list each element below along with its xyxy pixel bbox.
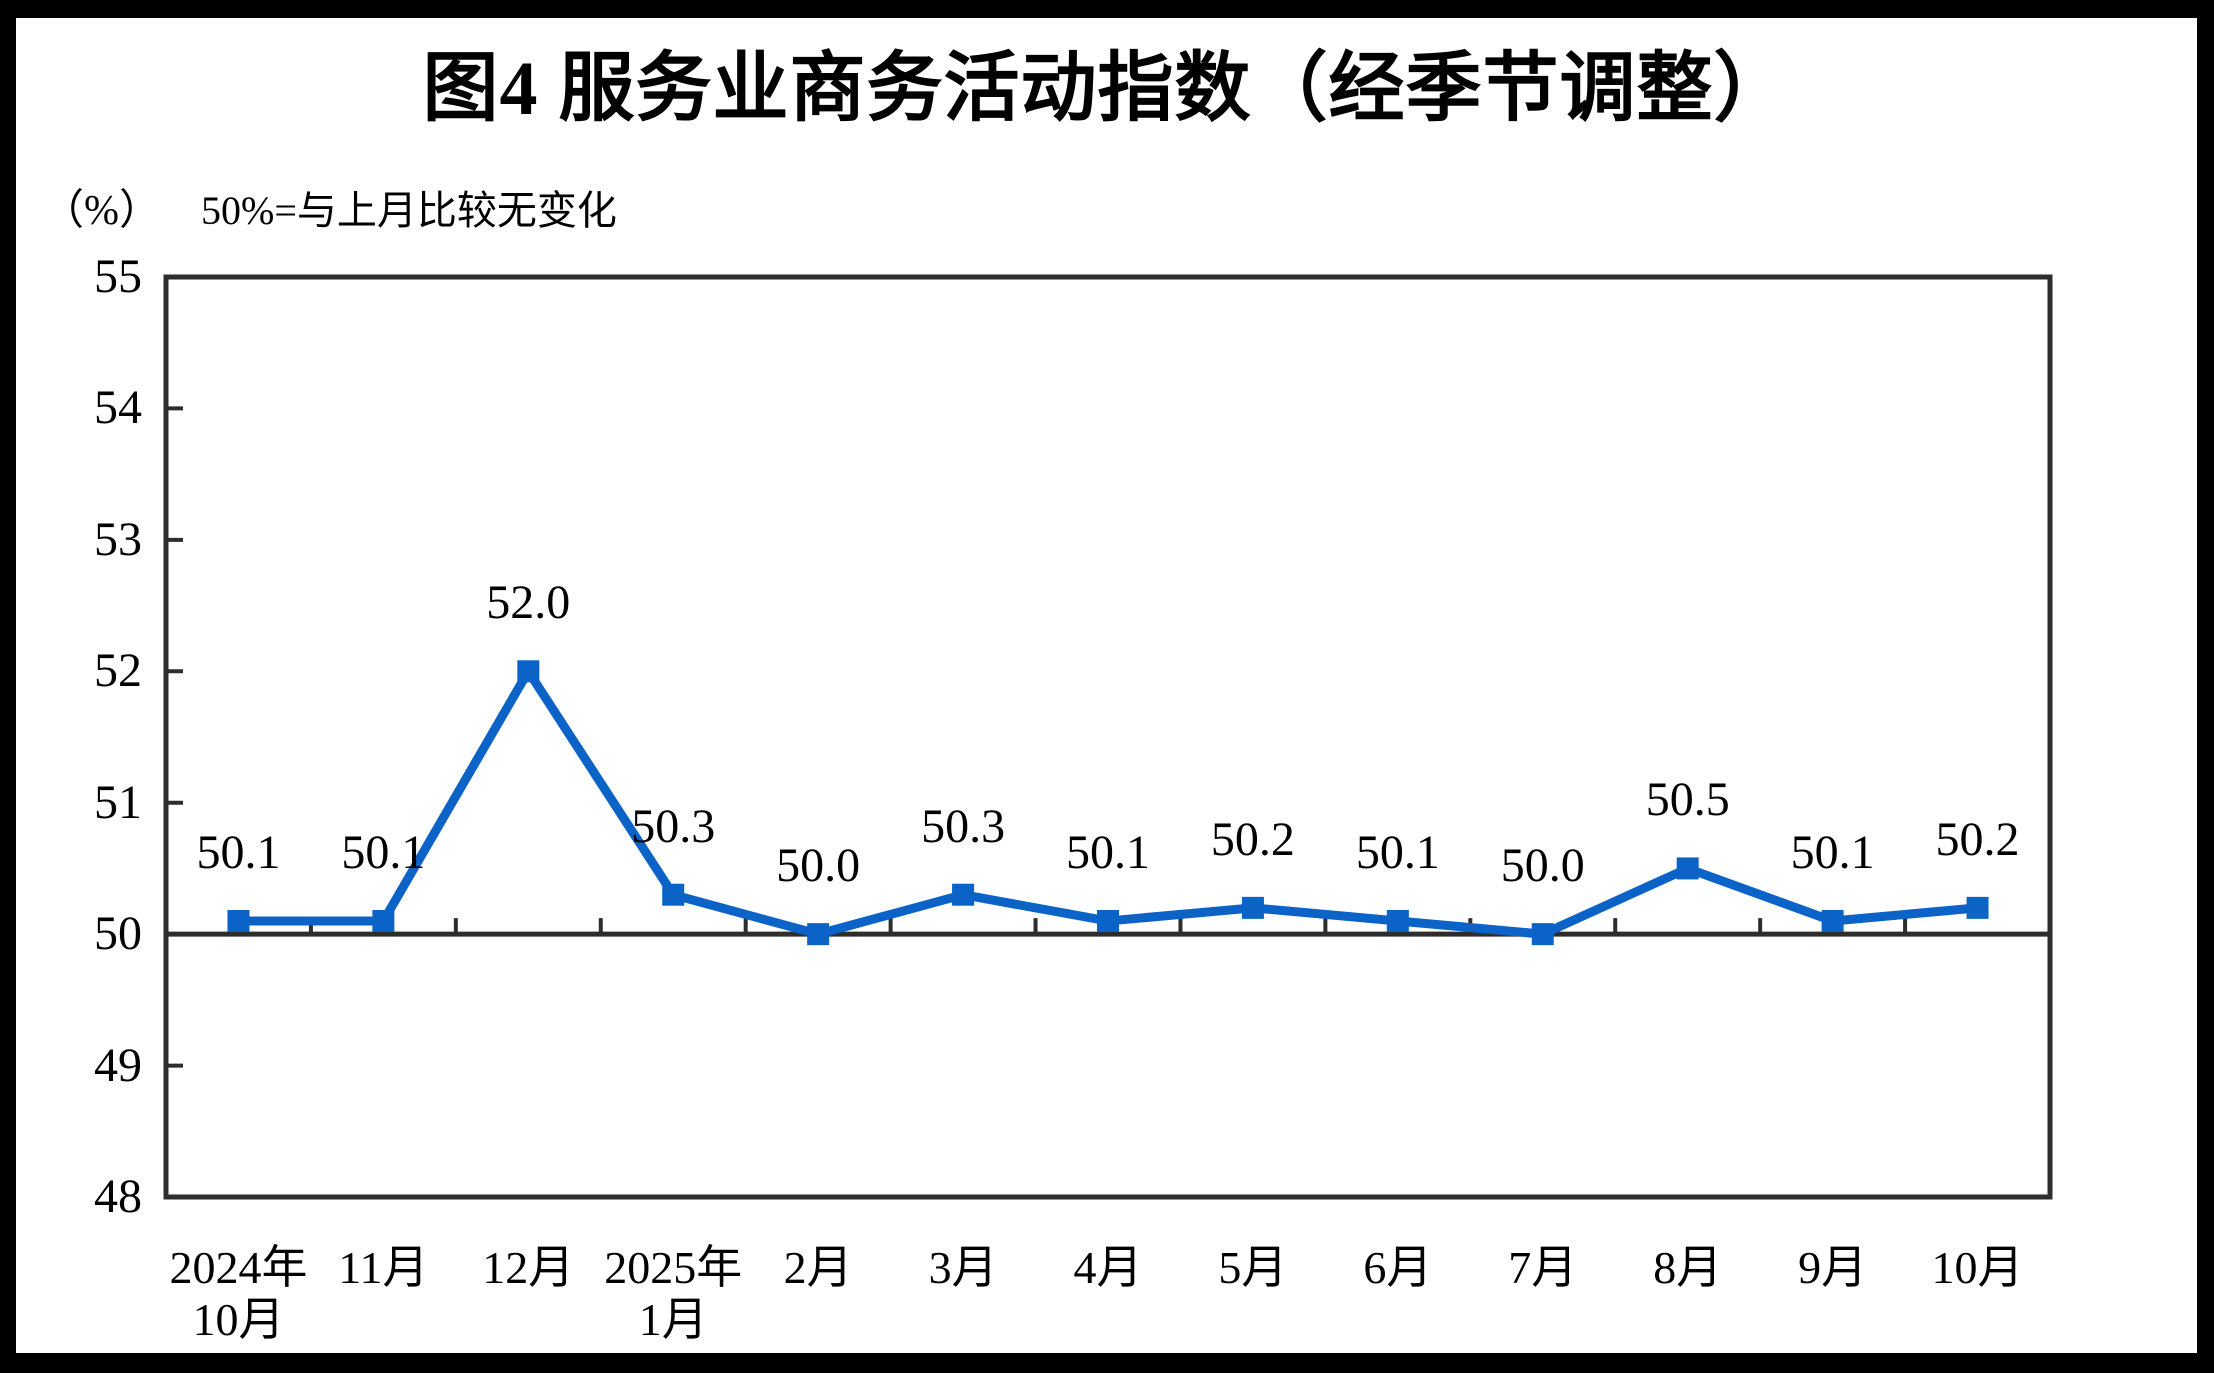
series-marker	[1097, 910, 1119, 932]
data-point-value-label: 50.3	[921, 799, 1006, 853]
y-axis-unit-label: （%）	[42, 188, 161, 234]
x-axis-category-label: 4月	[1073, 1242, 1143, 1293]
x-axis-category-label: 2024年 10月	[169, 1242, 308, 1345]
reference-note-label: 50%=与上月比较无变化	[201, 188, 617, 233]
x-axis-category-label: 12月	[482, 1242, 575, 1293]
y-axis-tick-label: 48	[94, 1170, 142, 1223]
y-axis-tick-label: 54	[94, 381, 142, 435]
series-marker	[1966, 896, 1989, 919]
series-marker	[372, 910, 395, 932]
data-point-value-label: 50.1	[1066, 826, 1150, 879]
chart-canvas: 图4 服务业商务活动指数（经季节调整） （%） 50%=与上月比较无变化 48 49…	[16, 18, 2197, 1353]
y-axis-tick-label: 50	[94, 907, 142, 961]
x-axis-category-label: 9月	[1798, 1242, 1868, 1293]
data-point-value-label: 50.2	[1935, 812, 2020, 866]
series-marker	[227, 910, 250, 932]
series-marker	[807, 923, 830, 946]
series-marker	[952, 883, 975, 906]
y-axis-tick-label: 49	[94, 1038, 142, 1092]
x-axis-category-label: 7月	[1508, 1242, 1578, 1293]
series-marker	[1531, 923, 1554, 946]
y-axis-tick-label: 53	[94, 512, 142, 566]
data-point-value-label: 50.0	[776, 839, 861, 893]
data-point-value-label: 52.0	[486, 576, 571, 630]
data-point-value-label: 50.1	[341, 826, 426, 879]
series-marker	[1676, 857, 1699, 880]
series-marker	[517, 660, 540, 683]
data-point-value-label: 50.1	[1355, 826, 1440, 879]
x-axis-category-label: 8月	[1653, 1242, 1723, 1293]
plot-border	[163, 274, 2053, 1200]
data-point-value-label: 50.0	[1500, 839, 1585, 893]
data-point-value-label: 50.3	[631, 799, 716, 853]
x-axis-category-label: 3月	[928, 1242, 998, 1293]
data-point-value-label: 50.5	[1645, 773, 1730, 827]
x-axis-category-label: 5月	[1218, 1242, 1288, 1293]
x-axis-category-label: 2025年 1月	[604, 1242, 743, 1345]
x-axis-category-label: 2月	[783, 1242, 853, 1293]
x-axis-category-label: 11月	[338, 1242, 429, 1293]
y-axis-tick-label: 55	[94, 250, 142, 303]
data-point-value-label: 50.1	[196, 826, 281, 879]
x-axis-category-label: 6月	[1363, 1242, 1433, 1293]
data-point-value-label: 50.2	[1210, 812, 1295, 866]
line-chart-plot	[163, 274, 2053, 1200]
series-marker	[1821, 910, 1844, 932]
series-marker	[662, 883, 685, 906]
data-point-value-label: 50.1	[1790, 826, 1875, 879]
y-axis-tick-label: 51	[94, 775, 142, 829]
chart-subtitle: （%） 50%=与上月比较无变化	[42, 176, 617, 237]
series-marker	[1386, 910, 1409, 932]
chart-title: 图4 服务业商务活动指数（经季节调整）	[422, 47, 1791, 131]
y-axis-tick-label: 52	[94, 644, 142, 698]
series-marker	[1241, 896, 1264, 919]
x-axis-category-label: 10月	[1931, 1242, 2024, 1293]
